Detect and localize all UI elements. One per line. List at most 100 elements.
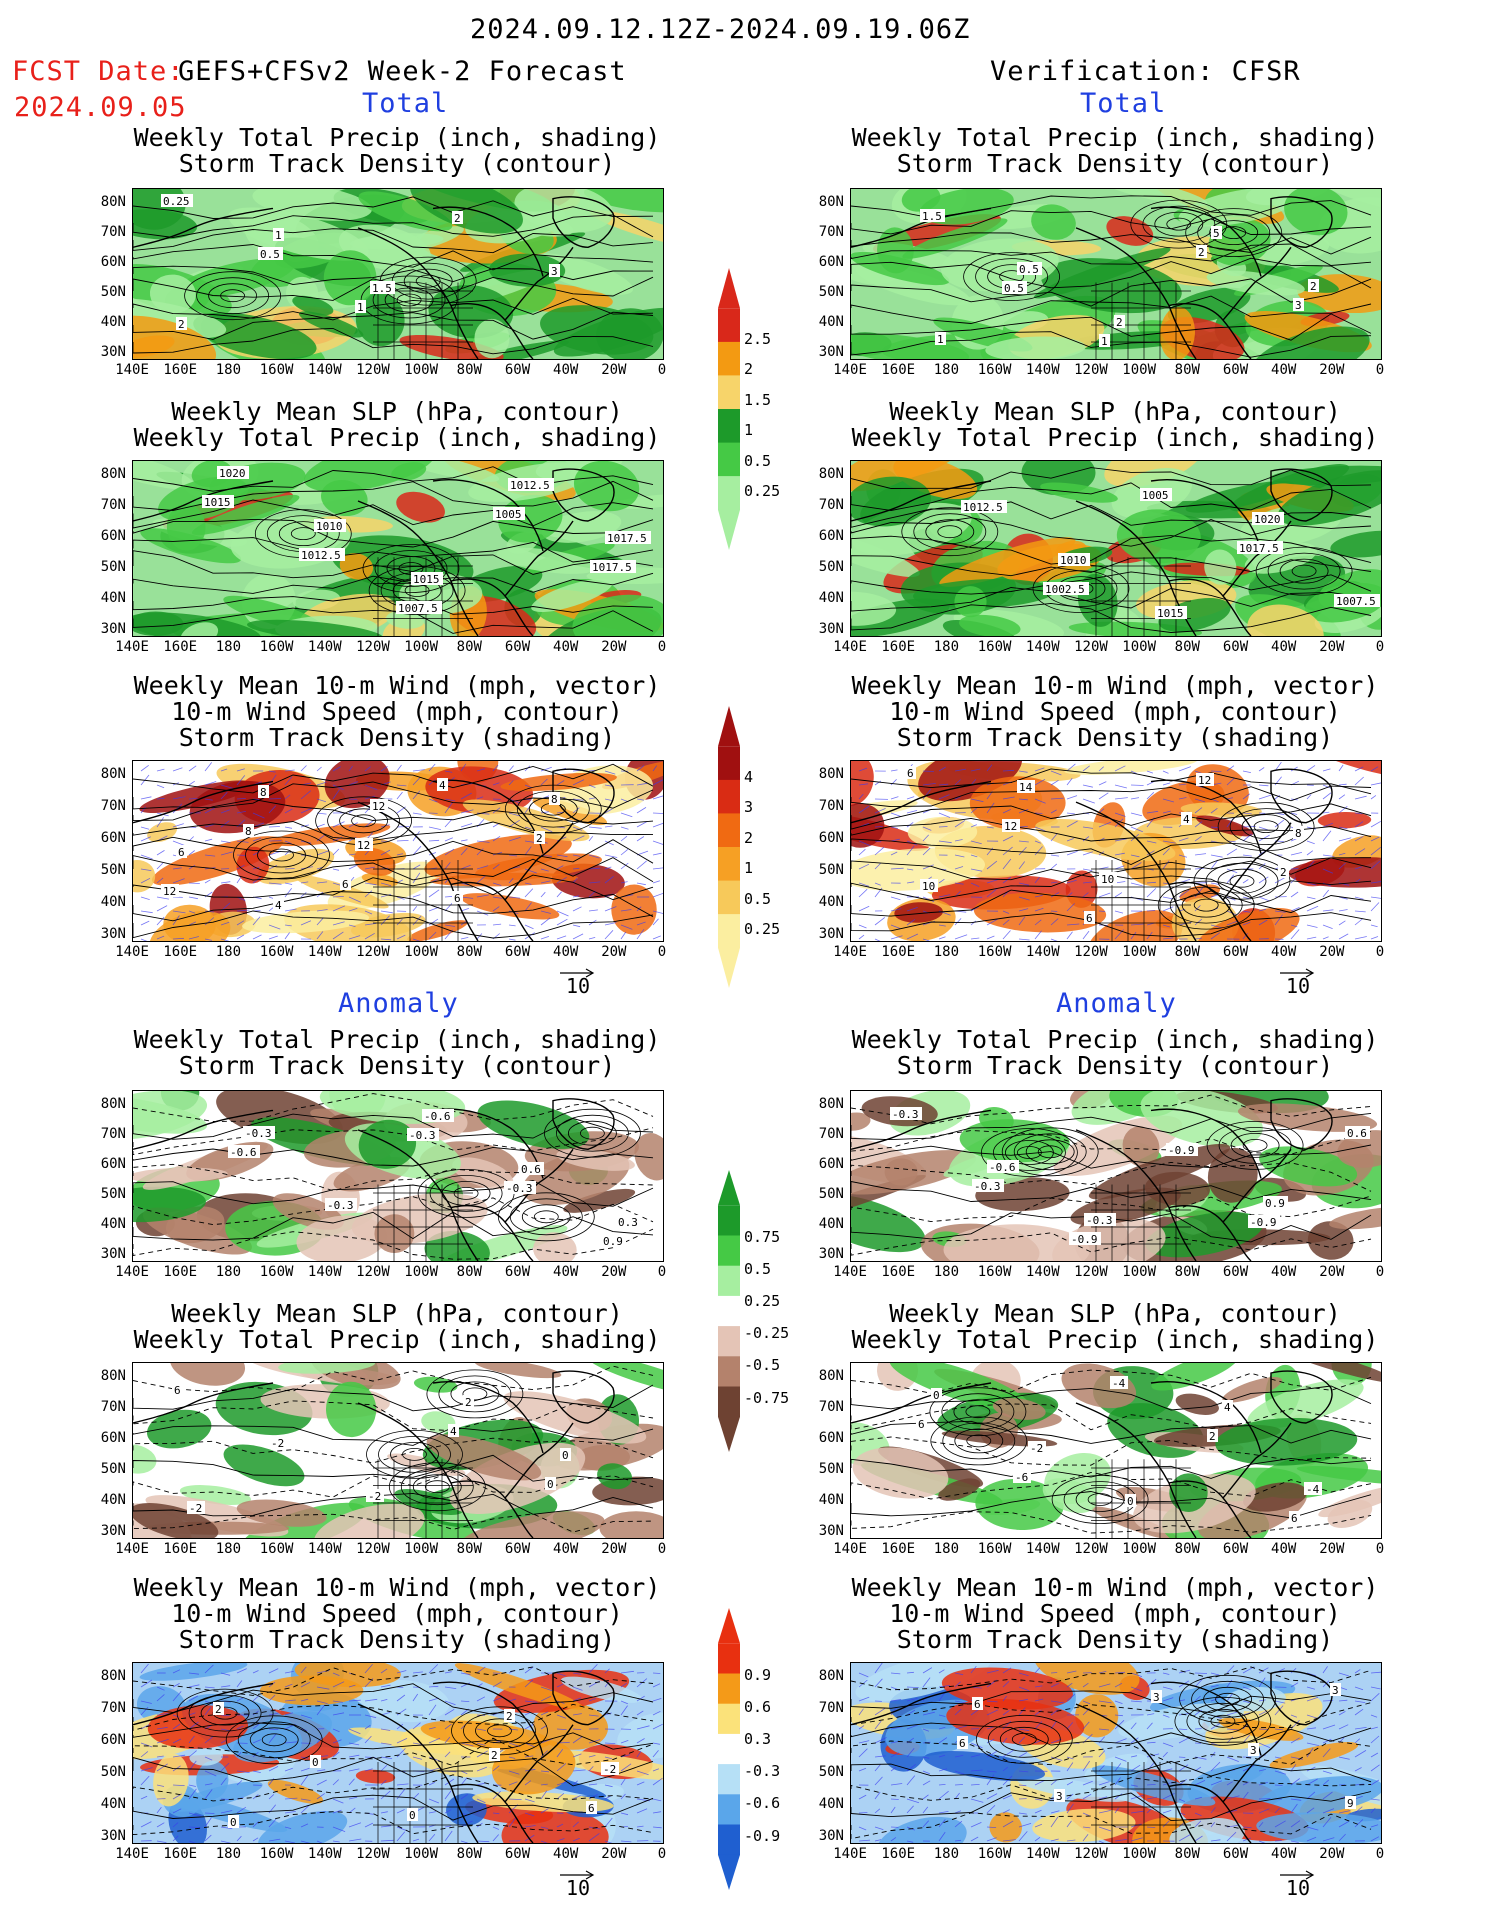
wind-vector bbox=[332, 882, 341, 886]
wind-vector bbox=[1146, 1796, 1158, 1800]
wind-vector bbox=[588, 1664, 598, 1674]
colorbar-label: 0.6 bbox=[744, 1698, 772, 1717]
wind-vector bbox=[444, 895, 454, 898]
wind-vector bbox=[204, 917, 215, 926]
panel-title-line: 10-m Wind Speed (mph, contour) bbox=[889, 1599, 1341, 1628]
fcst-model-label: GEFS+CFSv2 Week-2 Forecast bbox=[178, 56, 627, 87]
wind-vector bbox=[348, 1754, 360, 1758]
wind-vector bbox=[492, 1834, 500, 1842]
map-panel-vf-tot-slp: 1002.5 1005 1017.5 1007.5 1012.5 1010 1015 1020 bbox=[850, 460, 1382, 637]
coastline bbox=[552, 1370, 615, 1424]
wind-vector bbox=[348, 896, 361, 903]
wind-vector bbox=[1194, 1709, 1203, 1716]
wind-vector bbox=[1354, 866, 1362, 870]
wind-vector bbox=[476, 1766, 488, 1772]
wind-vector bbox=[428, 1704, 437, 1716]
wind-vector bbox=[1066, 1793, 1074, 1800]
contour-label-bg bbox=[504, 1181, 536, 1194]
colorbar-segment bbox=[718, 1356, 740, 1387]
wind-vector bbox=[938, 1811, 949, 1814]
wind-vector bbox=[874, 1663, 883, 1674]
wind-vector bbox=[1370, 820, 1381, 828]
shading-blob bbox=[228, 207, 369, 261]
wind-vector bbox=[1338, 862, 1346, 870]
contour-label: 1020 bbox=[1254, 513, 1281, 526]
shading-blob bbox=[323, 250, 377, 306]
shading-blob bbox=[413, 1376, 458, 1393]
wind-vector bbox=[508, 1804, 519, 1814]
lon-tick-label: 160E bbox=[163, 1846, 198, 1862]
wind-vector bbox=[588, 1833, 600, 1842]
wind-vector bbox=[444, 1790, 452, 1800]
contour-line bbox=[851, 1144, 1372, 1169]
wind-vector bbox=[476, 865, 489, 870]
wind-vector bbox=[1322, 854, 1335, 857]
lon-tick-label: 180 bbox=[215, 1264, 242, 1280]
wind-vector bbox=[1226, 1781, 1233, 1786]
contour-label-bg bbox=[905, 766, 916, 779]
lat-tick-label: 60N bbox=[818, 830, 844, 846]
contour-ring bbox=[208, 283, 257, 309]
contour-ring bbox=[1193, 898, 1219, 912]
wind-vector bbox=[236, 768, 245, 772]
colorbar-segment bbox=[718, 1764, 740, 1795]
wind-vector bbox=[204, 762, 213, 772]
contour-label: 12 bbox=[1198, 774, 1211, 787]
wind-vector bbox=[300, 1681, 311, 1688]
wind-vector bbox=[524, 1666, 534, 1674]
contour-line bbox=[851, 838, 1372, 865]
contour-label-bg bbox=[1110, 1376, 1128, 1389]
contour-ring bbox=[1242, 1139, 1268, 1152]
lat-tick-label: 70N bbox=[100, 1399, 126, 1415]
contour-ring bbox=[1001, 1127, 1099, 1177]
wind-vector bbox=[284, 1826, 292, 1829]
wind-vector bbox=[858, 848, 866, 856]
colorbar-segment bbox=[718, 1703, 740, 1735]
wind-vector bbox=[1306, 924, 1318, 928]
coastline bbox=[1150, 1681, 1262, 1756]
wind-vector bbox=[1082, 930, 1090, 940]
wind-vector bbox=[1370, 846, 1381, 856]
wind-vector bbox=[922, 1820, 929, 1828]
wind-vector bbox=[1050, 1756, 1063, 1761]
contour-ring bbox=[184, 271, 281, 321]
wind-vector bbox=[1098, 1796, 1108, 1800]
wind-vector bbox=[396, 1723, 404, 1730]
wind-vector bbox=[396, 934, 406, 940]
wind-vector bbox=[954, 839, 963, 842]
contour-ring bbox=[1011, 1732, 1037, 1746]
wind-vector bbox=[604, 1817, 613, 1828]
wind-vector bbox=[412, 769, 425, 772]
lon-tick-label: 40W bbox=[1271, 1846, 1297, 1862]
wind-vector bbox=[1002, 876, 1012, 884]
contour-label: 2 bbox=[1116, 316, 1123, 329]
wind-vector bbox=[428, 1798, 440, 1804]
lon-tick-label: 20W bbox=[601, 1264, 627, 1280]
colorbar-label: 4 bbox=[744, 767, 754, 786]
wind-vector bbox=[1114, 852, 1125, 856]
wind-vector bbox=[1034, 1809, 1042, 1814]
colorbar-segment bbox=[718, 1295, 740, 1327]
wind-vector bbox=[204, 807, 215, 814]
wind-vector bbox=[460, 1672, 471, 1676]
colorbar-anom_precip bbox=[718, 1170, 740, 1452]
wind-vector bbox=[652, 918, 659, 926]
lon-tick-label: 20W bbox=[1319, 639, 1345, 655]
contour-ring bbox=[1075, 1487, 1125, 1512]
contour-label-bg bbox=[957, 1736, 968, 1749]
wind-vector bbox=[1098, 1728, 1110, 1731]
wind-vector bbox=[316, 1769, 326, 1772]
lon-tick-label: 0 bbox=[1375, 639, 1385, 655]
wind-vector bbox=[1146, 1826, 1156, 1828]
colorbar-cap bbox=[718, 268, 740, 309]
contour-label-bg bbox=[1054, 1789, 1065, 1802]
shading-blob bbox=[426, 1434, 542, 1481]
wind-vector bbox=[380, 766, 388, 772]
wind-vector bbox=[1322, 1791, 1333, 1800]
contour-ring bbox=[555, 1114, 629, 1152]
panel-title-line: Storm Track Density (contour) bbox=[896, 149, 1334, 178]
contour-label-bg bbox=[931, 1388, 942, 1401]
lat-tick-label: 60N bbox=[100, 528, 126, 544]
wind-vector bbox=[636, 928, 645, 940]
